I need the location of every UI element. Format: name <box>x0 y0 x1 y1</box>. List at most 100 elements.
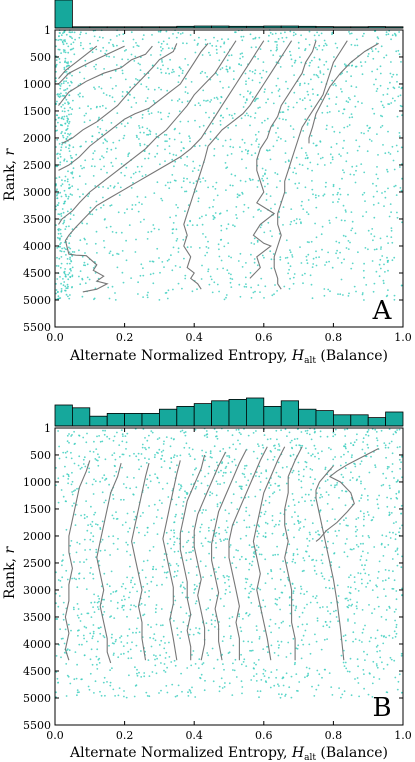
scatter-point <box>185 596 187 599</box>
scatter-point <box>56 236 59 239</box>
scatter-point <box>266 458 269 461</box>
scatter-point <box>323 638 326 641</box>
scatter-point <box>272 554 274 557</box>
scatter-point <box>294 511 296 514</box>
scatter-point <box>226 269 229 272</box>
scatter-point <box>354 181 357 184</box>
scatter-point <box>96 252 98 254</box>
scatter-point <box>71 266 74 269</box>
scatter-point <box>58 595 61 597</box>
scatter-point <box>344 661 347 664</box>
scatter-point <box>136 165 139 168</box>
scatter-point <box>108 437 111 440</box>
scatter-point <box>67 133 69 135</box>
scatter-point <box>245 612 247 615</box>
scatter-point <box>92 630 95 633</box>
scatter-point <box>102 204 105 207</box>
scatter-point <box>160 451 163 453</box>
scatter-point <box>291 583 294 585</box>
scatter-point <box>386 294 389 297</box>
scatter-point <box>160 197 163 200</box>
scatter-point <box>207 629 210 632</box>
scatter-point <box>300 34 302 37</box>
scatter-point <box>146 439 149 442</box>
scatter-point <box>238 485 241 488</box>
panel-a: 0.0 0.2 0.4 0.6 0.8 1.0 150010001500200025003… <box>2 0 412 366</box>
scatter-point <box>362 542 364 545</box>
scatter-point <box>136 672 138 675</box>
scatter-point <box>275 429 278 432</box>
scatter-point <box>309 533 311 536</box>
scatter-point <box>349 548 352 551</box>
scatter-point <box>194 145 196 148</box>
scatter-point <box>186 177 189 180</box>
scatter-point <box>306 603 308 606</box>
scatter-point <box>123 690 125 692</box>
scatter-point <box>209 450 212 453</box>
scatter-point <box>236 508 239 510</box>
scatter-point <box>188 615 191 617</box>
scatter-point <box>337 620 339 623</box>
scatter-point <box>166 89 169 92</box>
scatter-point <box>295 647 298 650</box>
scatter-point <box>62 136 65 139</box>
scatter-point <box>61 110 64 112</box>
scatter-point <box>203 493 206 495</box>
scatter-point <box>351 116 354 119</box>
scatter-point <box>245 98 248 100</box>
scatter-point <box>285 192 287 194</box>
scatter-point <box>253 667 255 670</box>
scatter-point <box>380 616 383 618</box>
hist-bar <box>245 397 265 427</box>
scatter-point <box>292 276 295 279</box>
scatter-point <box>257 58 259 60</box>
scatter-point <box>209 54 212 56</box>
scatter-point <box>324 468 327 471</box>
scatter-point <box>241 692 243 695</box>
scatter-point <box>332 431 335 434</box>
scatter-point <box>291 493 294 495</box>
scatter-point <box>142 560 145 563</box>
scatter-point <box>374 637 377 640</box>
scatter-point <box>58 93 61 96</box>
scatter-point <box>103 676 106 679</box>
scatter-point <box>194 510 196 512</box>
scatter-point <box>190 551 192 553</box>
scatter-point <box>60 656 62 659</box>
scatter-point <box>371 260 374 262</box>
scatter-point <box>155 672 158 675</box>
y-tick-label: 5000 <box>23 294 51 307</box>
scatter-point <box>398 458 401 461</box>
scatter-point <box>58 143 61 145</box>
scatter-point <box>309 476 312 479</box>
scatter-point <box>352 640 354 643</box>
scatter-point <box>86 263 89 266</box>
scatter-point <box>98 36 101 38</box>
x-ticks-b: 0.0 0.2 0.4 0.6 0.8 1.0 <box>46 428 412 742</box>
scatter-point <box>73 608 75 611</box>
scatter-point <box>108 644 110 647</box>
scatter-point <box>99 50 102 52</box>
scatter-point <box>79 239 82 242</box>
scatter-point <box>194 587 197 590</box>
scatter-point <box>70 60 72 63</box>
scatter-point <box>375 270 378 273</box>
scatter-point <box>60 124 62 127</box>
scatter-point <box>324 42 327 45</box>
scatter-point <box>136 136 138 139</box>
scatter-point <box>340 654 343 657</box>
scatter-point <box>129 591 131 594</box>
scatter-point <box>65 287 68 290</box>
scatter-point <box>319 435 322 438</box>
scatter-point <box>260 224 263 226</box>
scatter-point <box>219 597 222 600</box>
scatter-point <box>292 558 295 561</box>
scatter-point <box>66 180 69 183</box>
scatter-point <box>386 691 389 694</box>
scatter-point <box>228 272 230 275</box>
scatter-point <box>205 111 207 114</box>
scatter-point <box>255 663 257 666</box>
scatter-point <box>354 65 357 68</box>
scatter-point <box>317 684 320 687</box>
scatter-point <box>186 246 189 249</box>
